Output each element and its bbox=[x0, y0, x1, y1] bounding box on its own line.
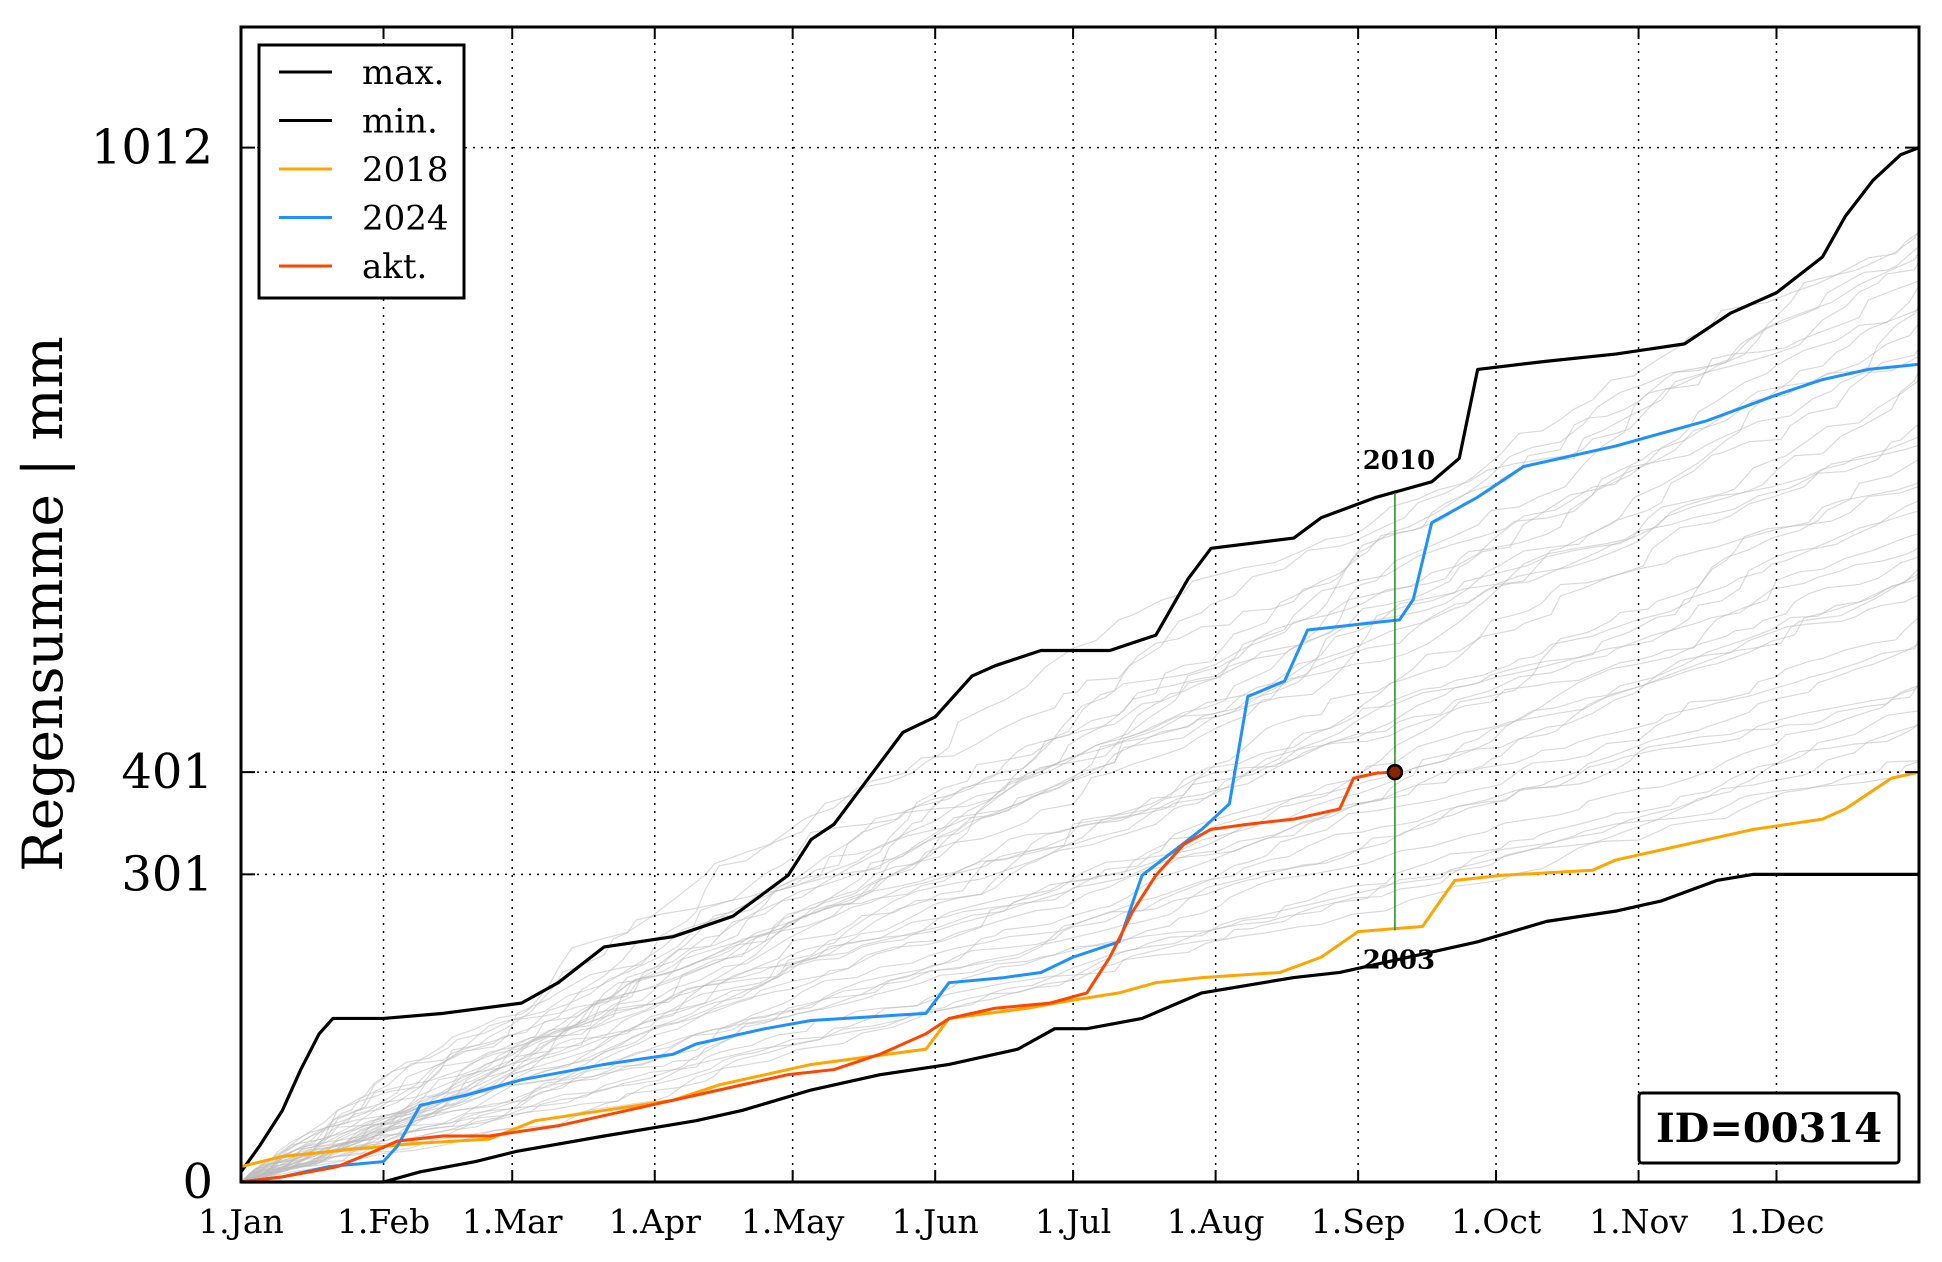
series-line-max bbox=[239, 146, 1920, 1173]
x-tick-label: 1.Jun bbox=[892, 1202, 979, 1241]
annotation-2003-label: 2003 bbox=[1363, 946, 1435, 976]
annotation-2003: 2003 bbox=[1363, 946, 1435, 976]
historical-year-line bbox=[240, 348, 1920, 1183]
series-line-2018 bbox=[240, 770, 1920, 1169]
annotation-2010: 2010 bbox=[1363, 446, 1435, 476]
historical-year-line bbox=[240, 499, 1920, 1183]
historical-year-line bbox=[240, 251, 1920, 1183]
series-line-akt bbox=[240, 770, 1395, 1184]
historical-year-line bbox=[240, 567, 1920, 1183]
historical-year-line bbox=[240, 308, 1920, 1183]
historical-year-line bbox=[240, 643, 1920, 1183]
historical-year-line bbox=[240, 710, 1920, 1183]
historical-year-line bbox=[240, 684, 1920, 1183]
historical-year-line bbox=[240, 574, 1920, 1183]
x-tick-label: 1.Nov bbox=[1589, 1202, 1688, 1241]
x-tick-label: 1.Aug bbox=[1167, 1202, 1265, 1241]
id-box: ID=00314 bbox=[1637, 1091, 1901, 1165]
x-tick-label: 1.May bbox=[741, 1202, 845, 1241]
series-lines bbox=[239, 146, 1920, 1184]
x-tick-label: 1.Jan bbox=[198, 1202, 284, 1241]
x-tick-label: 1.Mar bbox=[462, 1202, 563, 1241]
legend-label: akt. bbox=[362, 247, 427, 287]
legend-label: min. bbox=[362, 102, 438, 142]
series-line-2024 bbox=[240, 362, 1920, 1184]
historical-year-line bbox=[240, 760, 1920, 1183]
historical-year-line bbox=[240, 355, 1920, 1183]
x-tick-label: 1.Dec bbox=[1729, 1202, 1825, 1241]
current-value-marker bbox=[1386, 763, 1404, 781]
grid-lines bbox=[241, 27, 1919, 1182]
annotation-2010-label: 2010 bbox=[1363, 446, 1435, 476]
y-tick-label: 0 bbox=[182, 1154, 213, 1210]
y-axis-ticks: 0 301 401 1012 bbox=[91, 120, 1919, 1210]
historical-year-line bbox=[240, 230, 1920, 1183]
x-tick-label: 1.Jul bbox=[1035, 1202, 1112, 1241]
historical-year-line bbox=[240, 322, 1920, 1183]
historical-year-line bbox=[240, 545, 1920, 1183]
historical-year-line bbox=[240, 532, 1920, 1183]
legend-label: 2018 bbox=[362, 150, 449, 190]
historical-year-line bbox=[240, 436, 1920, 1183]
historical-year-line bbox=[240, 485, 1920, 1183]
y-tick-label: 1012 bbox=[91, 120, 213, 176]
x-tick-label: 1.Sep bbox=[1311, 1202, 1406, 1241]
legend-label: 2024 bbox=[362, 199, 449, 239]
markers bbox=[1386, 493, 1404, 931]
historical-year-line bbox=[240, 231, 1920, 1183]
historical-year-line bbox=[240, 379, 1920, 1183]
plot-frame bbox=[239, 25, 1921, 1184]
id-box-label: ID=00314 bbox=[1656, 1105, 1882, 1152]
historical-year-line bbox=[240, 723, 1920, 1183]
x-tick-label: 1.Oct bbox=[1451, 1202, 1541, 1241]
historical-year-line bbox=[240, 285, 1920, 1183]
x-tick-label: 1.Feb bbox=[337, 1202, 430, 1241]
y-tick-label: 401 bbox=[121, 744, 213, 800]
historical-year-line bbox=[240, 683, 1920, 1183]
historical-year-line bbox=[240, 482, 1920, 1183]
legend-box bbox=[257, 43, 466, 300]
historical-year-line bbox=[240, 245, 1920, 1183]
historical-year-line bbox=[240, 370, 1920, 1183]
historical-year-line bbox=[240, 594, 1920, 1183]
series-line-min bbox=[241, 872, 1919, 1184]
y-tick-label: 301 bbox=[121, 846, 213, 902]
id-box-frame bbox=[1637, 1091, 1901, 1165]
legend-label: max. bbox=[362, 53, 445, 93]
x-axis-ticks: 1.Jan 1.Feb 1.Mar 1.Apr 1.May 1.Jun 1.Jul 1.Aug… bbox=[198, 27, 1824, 1241]
historical-year-line bbox=[240, 684, 1920, 1183]
historical-years-lines bbox=[240, 230, 1920, 1183]
legend: max. min. 2018 2024 akt. bbox=[257, 43, 466, 300]
y-axis-label: Regensumme | mm bbox=[11, 336, 75, 871]
x-tick-label: 1.Apr bbox=[609, 1202, 701, 1241]
historical-year-line bbox=[240, 260, 1920, 1183]
